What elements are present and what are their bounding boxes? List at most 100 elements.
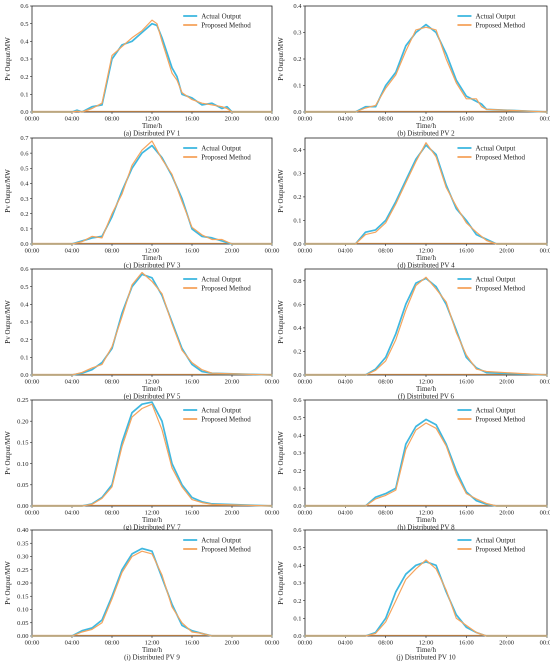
plot-frame xyxy=(31,137,273,245)
y-axis-title: Pv Output/MW xyxy=(277,561,285,605)
y-tick-label: 0.25 xyxy=(17,397,28,404)
actual-output-line xyxy=(304,144,548,245)
x-axis-title: Time/h xyxy=(416,254,436,262)
proposed-method-line xyxy=(31,271,273,376)
x-tick-label: 04:00 xyxy=(65,640,80,647)
plot-frame xyxy=(31,268,273,376)
legend-actual-label: Actual Output xyxy=(475,144,515,152)
actual-output-line xyxy=(31,144,273,245)
x-tick-label: 00:00 xyxy=(298,510,313,517)
y-tick-label: 0.1 xyxy=(20,355,28,362)
x-tick-label: 00:00 xyxy=(540,248,550,255)
y-axis-title: Pv Output/MW xyxy=(4,169,12,213)
legend-actual-label: Actual Output xyxy=(475,406,515,414)
subplot-5: 0.0 0.1 0.2 0.3 0.4 0.5 0.6 00:00 04:00 08:00 12:0… xyxy=(4,266,279,400)
proposed-method-line xyxy=(31,140,273,245)
plot-frame xyxy=(304,137,548,245)
y-tick-label: 0.1 xyxy=(20,92,28,99)
x-axis-title: Time/h xyxy=(142,516,162,524)
x-tick-label: 00:00 xyxy=(265,640,280,647)
y-tick-label: 0.5 xyxy=(293,545,301,552)
x-tick-label: 00:00 xyxy=(265,510,280,517)
plot-frame xyxy=(304,268,548,376)
proposed-method-line xyxy=(304,26,548,113)
y-tick-label: 0.2 xyxy=(20,74,28,81)
x-tick-label: 04:00 xyxy=(338,248,353,255)
x-tick-label: 04:00 xyxy=(65,248,80,255)
y-tick-label: 0.4 xyxy=(20,302,29,309)
subplot-6: 0.0 0.2 0.4 0.6 0.8 00:00 04:00 08:00 12:00 16:00… xyxy=(277,268,550,401)
plot-frame xyxy=(304,399,548,507)
x-tick-label: 00:00 xyxy=(540,510,550,517)
subplot-10: 0.0 0.1 0.2 0.3 0.4 0.5 0.6 00:00 04:00 08:00 12:0… xyxy=(277,527,550,661)
x-tick-label: 04:00 xyxy=(338,379,353,386)
y-tick-label: 0.3 xyxy=(293,171,301,178)
y-axis-title: Pv Output/MW xyxy=(277,431,285,475)
x-tick-label: 08:00 xyxy=(105,379,120,386)
subplot-1: 0.0 0.1 0.2 0.3 0.4 0.5 0.6 00:00 04:00 08:00 12:0… xyxy=(4,3,279,137)
y-tick-label: 0.20 xyxy=(17,580,28,587)
x-tick-label: 04:00 xyxy=(338,640,353,647)
y-tick-label: 0.1 xyxy=(293,616,301,623)
legend-actual-label: Actual Output xyxy=(201,144,241,152)
y-tick-label: 0.3 xyxy=(20,56,28,63)
y-tick-label: 0.4 xyxy=(293,433,302,440)
legend-actual-label: Actual Output xyxy=(475,275,515,283)
x-tick-label: 12:00 xyxy=(419,510,434,517)
subplot-caption: (b) Distributed PV 2 xyxy=(397,130,455,138)
y-tick-label: 0.0 xyxy=(293,109,301,116)
y-tick-label: 0.3 xyxy=(20,319,28,326)
y-axis-title: Pv Output/MW xyxy=(277,37,285,81)
legend-proposed-label: Proposed Method xyxy=(475,415,525,423)
y-tick-label: 0.5 xyxy=(20,284,28,291)
x-tick-label: 12:00 xyxy=(145,510,160,517)
x-tick-label: 08:00 xyxy=(378,116,393,123)
y-tick-label: 0.25 xyxy=(17,567,28,574)
y-tick-label: 0.1 xyxy=(20,226,28,233)
y-axis-title: Pv Output/MW xyxy=(4,431,12,475)
x-tick-label: 08:00 xyxy=(105,116,120,123)
x-tick-label: 00:00 xyxy=(298,248,313,255)
x-tick-label: 08:00 xyxy=(378,640,393,647)
y-tick-label: 0.1 xyxy=(293,218,301,225)
subplot-caption: (g) Distributed PV 7 xyxy=(123,524,181,532)
y-tick-label: 0.2 xyxy=(293,468,301,475)
x-tick-label: 04:00 xyxy=(65,379,80,386)
x-tick-label: 16:00 xyxy=(185,116,200,123)
x-tick-label: 16:00 xyxy=(459,116,474,123)
x-axis-title: Time/h xyxy=(416,122,436,130)
legend-actual-label: Actual Output xyxy=(475,536,515,544)
y-tick-label: 0.2 xyxy=(20,211,28,218)
y-tick-label: 0.0 xyxy=(20,241,28,248)
x-tick-label: 12:00 xyxy=(145,640,160,647)
legend-proposed-label: Proposed Method xyxy=(201,545,251,553)
y-axis-title: Pv Output/MW xyxy=(277,169,285,213)
y-tick-label: 0.00 xyxy=(17,633,28,640)
x-tick-label: 00:00 xyxy=(540,640,550,647)
y-tick-label: 0.05 xyxy=(17,620,28,627)
legend-proposed-label: Proposed Method xyxy=(475,284,525,292)
y-tick-label: 0.2 xyxy=(293,349,301,356)
x-tick-label: 00:00 xyxy=(540,116,550,123)
subplot-9: 0.00 0.05 0.10 0.15 0.20 0.25 0.30 0.35 0.40 00:0… xyxy=(4,527,279,661)
x-tick-label: 20:00 xyxy=(499,510,514,517)
subplot-caption: (d) Distributed PV 4 xyxy=(397,262,455,270)
y-tick-label: 0.6 xyxy=(293,397,302,404)
y-tick-label: 0.0 xyxy=(20,109,28,116)
legend-actual-label: Actual Output xyxy=(201,406,241,414)
x-tick-label: 00:00 xyxy=(25,640,40,647)
y-tick-label: 0.40 xyxy=(17,527,28,534)
y-tick-label: 0.20 xyxy=(17,418,28,425)
x-tick-label: 04:00 xyxy=(338,116,353,123)
legend-proposed-label: Proposed Method xyxy=(475,21,525,29)
x-axis-title: Time/h xyxy=(416,385,436,393)
x-tick-label: 00:00 xyxy=(25,248,40,255)
y-axis-title: Pv Output/MW xyxy=(4,300,12,344)
y-tick-label: 0.3 xyxy=(293,450,301,457)
x-tick-label: 04:00 xyxy=(338,510,353,517)
y-tick-label: 0.6 xyxy=(20,150,29,157)
y-tick-label: 0.4 xyxy=(293,563,302,570)
x-tick-label: 00:00 xyxy=(265,248,280,255)
y-tick-label: 0.4 xyxy=(293,325,302,332)
y-tick-label: 0.2 xyxy=(293,56,301,63)
